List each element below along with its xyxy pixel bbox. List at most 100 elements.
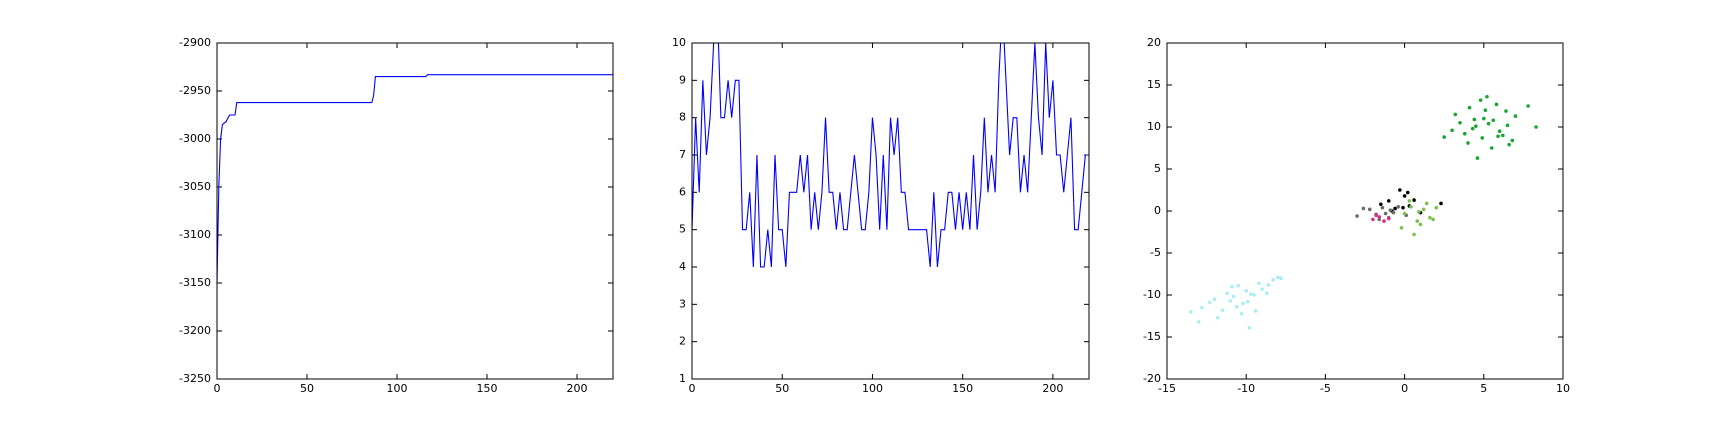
x-tick-label: 0 <box>1401 382 1408 395</box>
y-tick-label: 5 <box>679 223 686 236</box>
point <box>1212 297 1217 302</box>
point <box>1486 121 1491 126</box>
x-tick-label: 150 <box>477 382 498 395</box>
point <box>1407 199 1412 203</box>
point <box>1482 116 1486 121</box>
point <box>1472 117 1477 122</box>
point <box>1271 278 1275 282</box>
point <box>1401 205 1405 210</box>
point <box>1434 205 1439 210</box>
point <box>1355 214 1359 218</box>
point <box>1231 294 1236 299</box>
point <box>1421 207 1426 212</box>
point <box>1439 201 1443 206</box>
point <box>1442 135 1446 139</box>
subplot: 0 50 100 150 200 1 2 3 4 5 6 7 8 9 10 <box>672 36 1090 395</box>
point <box>1450 128 1454 133</box>
y-tick-label: -5 <box>1150 246 1161 259</box>
axes-frame <box>691 42 1090 380</box>
point <box>1225 291 1229 296</box>
point <box>1453 112 1458 117</box>
point <box>1526 104 1530 108</box>
y-tick-label: -3000 <box>179 132 211 145</box>
point <box>1393 206 1397 211</box>
point <box>1361 206 1366 211</box>
point <box>1470 126 1475 131</box>
point <box>1386 216 1391 221</box>
y-tick-label: 20 <box>1147 36 1161 49</box>
point <box>1466 141 1470 145</box>
point <box>1377 217 1382 222</box>
point <box>1510 138 1515 143</box>
y-tick-label: 1 <box>679 372 686 385</box>
point <box>1396 205 1401 209</box>
subplot: 0 50 100 150 200 -3250 -3200 -3150 -3100 -3050 -30… <box>179 36 614 395</box>
point <box>1228 299 1233 303</box>
x-tick-label: 100 <box>862 382 883 395</box>
y-tick-label: -3200 <box>179 324 211 337</box>
point <box>1200 305 1204 310</box>
y-tick-label: -3250 <box>179 372 211 385</box>
point <box>1417 210 1421 214</box>
point <box>1491 118 1496 123</box>
y-tick-label: -3150 <box>179 276 211 289</box>
point <box>1431 217 1435 222</box>
point <box>1458 121 1462 125</box>
point <box>1489 146 1494 150</box>
point <box>1424 201 1429 206</box>
point <box>1236 283 1241 288</box>
point <box>1428 215 1432 220</box>
point <box>1398 188 1402 192</box>
line <box>217 74 613 284</box>
point <box>1415 219 1420 223</box>
point <box>1371 217 1375 222</box>
point <box>1377 215 1382 219</box>
x-tick-label: 5 <box>1480 382 1487 395</box>
x-tick-label: 150 <box>952 382 973 395</box>
point <box>1241 301 1245 306</box>
x-tick-label: 100 <box>387 382 408 395</box>
y-tick-label: -15 <box>1143 330 1161 343</box>
y-tick-label: 0 <box>1154 204 1161 217</box>
point <box>1494 102 1499 107</box>
x-tick-label: 0 <box>689 382 696 395</box>
point <box>1188 310 1193 314</box>
point <box>1402 211 1407 216</box>
y-tick-label: 4 <box>679 260 686 273</box>
point <box>1196 320 1201 324</box>
point <box>1405 190 1410 195</box>
y-tick-label: -2900 <box>179 36 211 49</box>
point <box>1379 202 1383 207</box>
point <box>1409 205 1413 209</box>
y-tick-label: -3100 <box>179 228 211 241</box>
point <box>1412 232 1416 237</box>
point <box>1513 114 1518 118</box>
x-tick-label: 200 <box>1042 382 1063 395</box>
point <box>1483 108 1488 112</box>
point <box>1247 325 1252 330</box>
point <box>1367 207 1372 212</box>
point <box>1497 129 1502 133</box>
x-tick-label: -10 <box>1237 382 1255 395</box>
x-tick-label: -15 <box>1158 382 1176 395</box>
point <box>1230 284 1234 289</box>
point <box>1245 299 1250 304</box>
point <box>1239 311 1244 316</box>
point <box>1220 308 1225 312</box>
point <box>1207 300 1212 305</box>
y-tick-label: 3 <box>679 297 686 310</box>
point <box>1253 309 1258 313</box>
x-tick-label: 50 <box>775 382 789 395</box>
point <box>1485 94 1489 99</box>
point <box>1244 289 1248 293</box>
point <box>1257 281 1261 286</box>
point <box>1534 125 1538 129</box>
y-tick-label: 10 <box>672 36 686 49</box>
point <box>1234 304 1239 309</box>
y-tick-label: 7 <box>679 148 686 161</box>
point <box>1507 142 1511 147</box>
point <box>1391 210 1396 215</box>
y-tick-label: 8 <box>679 111 686 124</box>
